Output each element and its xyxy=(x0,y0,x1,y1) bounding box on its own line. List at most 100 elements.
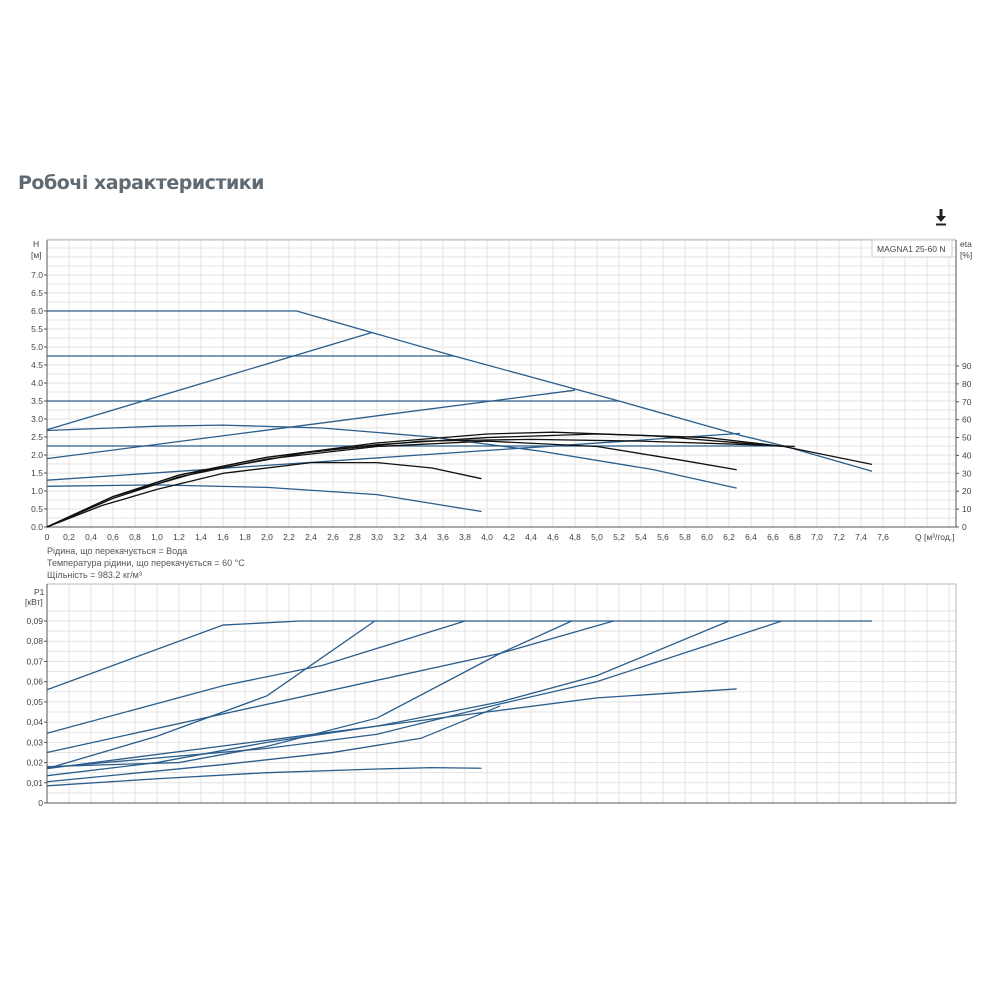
y-tick-label: 2.5 xyxy=(31,432,43,442)
y-tick-label: 0,02 xyxy=(26,758,43,768)
x-tick-label: 1,4 xyxy=(195,532,207,542)
x-tick-label: 7,2 xyxy=(833,532,845,542)
efficiency-curve xyxy=(46,440,737,528)
plot-frame xyxy=(46,239,957,528)
y-tick-label: 0,05 xyxy=(26,697,43,707)
x-tick-label: 5,2 xyxy=(613,532,625,542)
y-tick-label: 0,04 xyxy=(26,717,43,727)
head-curve xyxy=(46,484,482,513)
y-tick-label: 0.5 xyxy=(31,504,43,514)
y2-tick-label: 30 xyxy=(962,468,972,478)
y-tick-label: 5.0 xyxy=(31,342,43,352)
x-tick-label: 4,2 xyxy=(503,532,515,542)
x-axis-label: Q [м³/год.] xyxy=(915,532,955,542)
y-tick-label: 0,08 xyxy=(26,636,43,646)
x-tick-label: 6,2 xyxy=(723,532,735,542)
y2-tick-label: 80 xyxy=(962,379,972,389)
y-tick-label: 6.5 xyxy=(31,288,43,298)
x-tick-label: 2,6 xyxy=(327,532,339,542)
x-tick-label: 3,2 xyxy=(393,532,405,542)
head-curve xyxy=(46,331,372,431)
y-tick-label: 0.0 xyxy=(31,522,43,532)
power-curve xyxy=(46,620,614,754)
y-tick-label: 2.0 xyxy=(31,450,43,460)
y-tick-label: 0,01 xyxy=(26,778,43,788)
download-icon[interactable] xyxy=(934,208,948,226)
x-tick-label: 5,4 xyxy=(635,532,647,542)
y2-tick-label: 40 xyxy=(962,450,972,460)
y2-axis-unit-eta: [%] xyxy=(960,250,972,260)
efficiency-curve xyxy=(46,431,785,528)
legend-label: MAGNA1 25-60 N xyxy=(877,244,946,254)
power-curve xyxy=(46,620,466,734)
x-tick-label: 0,6 xyxy=(107,532,119,542)
head-curve xyxy=(46,424,737,489)
y-tick-label: 4.0 xyxy=(31,378,43,388)
head-curve xyxy=(47,310,873,472)
x-tick-label: 4,4 xyxy=(525,532,537,542)
y2-tick-label: 70 xyxy=(962,397,972,407)
x-tick-label: 7,4 xyxy=(855,532,867,542)
power-curve xyxy=(46,766,482,787)
note-density: Щільність = 983.2 кг/м³ xyxy=(47,570,142,580)
y2-tick-label: 90 xyxy=(962,361,972,371)
x-tick-label: 1,8 xyxy=(239,532,251,542)
note-fluid: Рідина, що перекачується = Вода xyxy=(47,546,187,556)
y-axis-label-p1: P1 xyxy=(34,587,45,597)
x-tick-label: 0,8 xyxy=(129,532,141,542)
y2-axis-label-eta: eta xyxy=(960,239,972,249)
efficiency-curve xyxy=(46,438,796,528)
x-tick-label: 6,4 xyxy=(745,532,757,542)
y-tick-label: 0,07 xyxy=(26,656,43,666)
power-curve xyxy=(46,620,872,691)
x-tick-label: 2,8 xyxy=(349,532,361,542)
power-curve xyxy=(46,620,730,777)
x-tick-label: 5,0 xyxy=(591,532,603,542)
note-temperature: Температура рідини, що перекачується = 6… xyxy=(47,558,245,568)
x-tick-label: 4,0 xyxy=(481,532,493,542)
y-tick-label: 6.0 xyxy=(31,306,43,316)
x-tick-label: 1,2 xyxy=(173,532,185,542)
x-tick-label: 7,0 xyxy=(811,532,823,542)
x-tick-label: 3,8 xyxy=(459,532,471,542)
y-tick-label: 5.5 xyxy=(31,324,43,334)
power-curve xyxy=(46,620,376,770)
y2-tick-label: 20 xyxy=(962,486,972,496)
x-tick-label: 3,0 xyxy=(371,532,383,542)
page-title: Робочі характеристики xyxy=(18,172,264,194)
y-tick-label: 3.0 xyxy=(31,414,43,424)
x-tick-label: 1,6 xyxy=(217,532,229,542)
y2-tick-label: 0 xyxy=(962,522,967,532)
x-tick-label: 0,4 xyxy=(85,532,97,542)
power-chart: 0 0,01 0,02 0,03 0,04 0,05 0,06 0,07 0,08 0,09 xyxy=(26,583,957,808)
y-axis-label-h: H xyxy=(33,239,39,249)
y-axis-unit-p1: [кВт] xyxy=(25,597,43,607)
x-tick-label: 4,6 xyxy=(547,532,559,542)
x-tick-label: 2,2 xyxy=(283,532,295,542)
head-efficiency-chart: 0 0,2 0,4 0,6 0,8 1,0 1,2 1,4 1,6 1,8 2,0 2,2 2,4 2,6… xyxy=(31,238,972,542)
plot-frame xyxy=(46,583,957,804)
x-tick-label: 1,0 xyxy=(151,532,163,542)
efficiency-curve xyxy=(46,433,873,528)
x-tick-label: 5,6 xyxy=(657,532,669,542)
x-tick-label: 0 xyxy=(45,532,50,542)
y-tick-label: 1.0 xyxy=(31,486,43,496)
y-tick-label: 0 xyxy=(38,798,43,808)
x-tick-label: 6,6 xyxy=(767,532,779,542)
y-tick-label: 3.5 xyxy=(31,396,43,406)
x-tick-label: 2,4 xyxy=(305,532,317,542)
y-tick-label: 0,03 xyxy=(26,737,43,747)
power-curve xyxy=(46,688,737,770)
x-tick-label: 3,6 xyxy=(437,532,449,542)
power-curve xyxy=(46,705,501,783)
head-curve xyxy=(46,389,576,460)
y-axis-unit-h: [м] xyxy=(31,250,42,260)
y2-tick-label: 60 xyxy=(962,415,972,425)
efficiency-curve xyxy=(46,461,482,528)
power-curve xyxy=(46,620,572,768)
y-tick-label: 0,09 xyxy=(26,616,43,626)
power-curve xyxy=(46,620,783,769)
y-tick-label: 1.5 xyxy=(31,468,43,478)
x-tick-label: 5,8 xyxy=(679,532,691,542)
